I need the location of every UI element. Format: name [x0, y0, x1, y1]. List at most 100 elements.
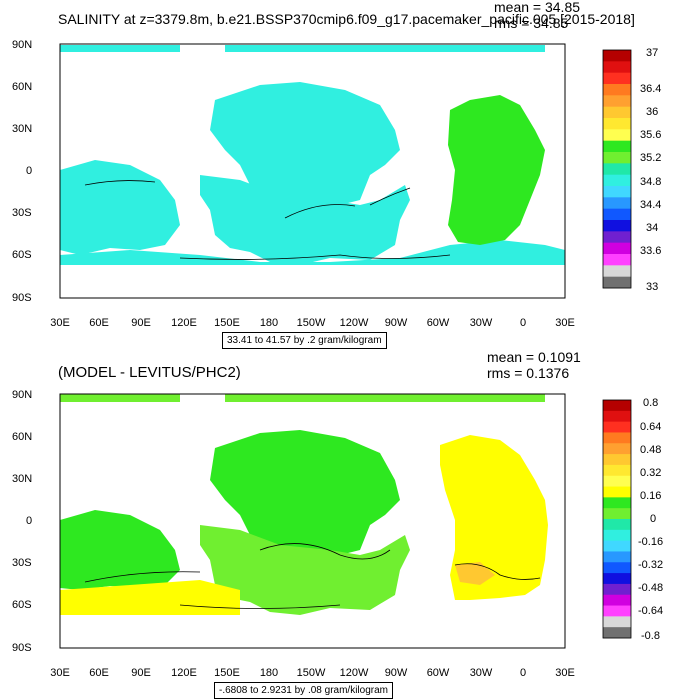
bottom-colorbar-cell	[603, 486, 631, 498]
bottom-colorbar-cell	[603, 508, 631, 520]
bottom-cb-label-1: 0.64	[640, 421, 661, 433]
bottom-colorbar-cell	[603, 519, 631, 531]
bottom-x-tick-11: 0	[520, 667, 526, 679]
bottom-x-tick-2: 90E	[131, 667, 151, 679]
top-x-tick-6: 150W	[297, 317, 326, 329]
top-y-tick-2: 30N	[12, 123, 32, 135]
top-cb-label-7: 34	[646, 222, 658, 234]
top-colorbar-labels: 37 36.4 36 35.6 35.2 34.8 34.4 34 33.6 3…	[640, 47, 661, 293]
bottom-colorbar-cell	[603, 454, 631, 466]
top-cb-label-4: 35.2	[640, 152, 661, 164]
top-ocean-field	[60, 45, 565, 265]
bottom-contour-3	[454, 563, 541, 580]
top-cb-label-9: 33	[646, 281, 658, 293]
top-indian-ocean	[60, 160, 180, 255]
bottom-colorbar-border	[602, 399, 632, 639]
bottom-arctic-ocean	[60, 394, 545, 402]
bottom-cb-label-10: -0.8	[641, 630, 660, 642]
top-colorbar-cell	[603, 84, 631, 96]
top-colorbar-cell	[603, 140, 631, 153]
top-southern-ocean	[60, 240, 565, 265]
top-y-tick-1: 60N	[12, 81, 32, 93]
top-colorbar-cell	[603, 276, 631, 289]
top-north-pacific	[210, 82, 400, 215]
bottom-colorbar-cell	[603, 605, 631, 617]
bottom-y-axis: 90N 60N 30N 0 30S 60S 90S	[12, 389, 32, 654]
top-y-axis: 90N 60N 30N 0 30S 60S 90S	[12, 39, 32, 304]
top-y-tick-5: 60S	[12, 249, 32, 261]
top-x-tick-0: 30E	[50, 317, 70, 329]
bottom-south-pacific	[200, 525, 410, 615]
top-colorbar-cell	[603, 186, 631, 198]
top-cb-label-6: 34.4	[640, 199, 661, 211]
bottom-x-tick-8: 90W	[385, 667, 408, 679]
top-cb-label-3: 35.6	[640, 129, 661, 141]
top-colorbar-cell	[603, 197, 631, 210]
top-x-tick-5: 180	[260, 317, 278, 329]
bottom-colorbar-cell	[603, 400, 631, 412]
top-y-tick-6: 90S	[12, 292, 32, 304]
bottom-ocean-field	[60, 394, 548, 615]
bottom-cb-label-6: -0.16	[638, 536, 663, 548]
top-colorbar-cell	[603, 118, 631, 130]
top-y-tick-4: 30S	[12, 207, 32, 219]
bottom-cb-label-2: 0.48	[640, 444, 661, 456]
bottom-colorbar-cell	[603, 464, 631, 477]
bottom-y-tick-4: 30S	[12, 557, 32, 569]
bottom-colorbar-cell	[603, 551, 631, 563]
top-arctic-ocean	[60, 45, 545, 52]
bottom-colorbar-cell	[603, 497, 631, 509]
top-x-tick-4: 150E	[214, 317, 240, 329]
top-colorbar-cell	[603, 163, 631, 176]
bottom-x-tick-1: 60E	[89, 667, 109, 679]
top-cb-label-8: 33.6	[640, 245, 661, 257]
bottom-x-tick-10: 30W	[470, 667, 493, 679]
top-x-tick-12: 30E	[555, 317, 575, 329]
bottom-colorbar-cell	[603, 540, 631, 552]
bottom-map-frame	[59, 393, 566, 649]
top-x-tick-1: 60E	[89, 317, 109, 329]
bottom-cb-label-3: 0.32	[640, 467, 661, 479]
top-x-tick-11: 0	[520, 317, 526, 329]
bottom-cb-label-0: 0.8	[643, 397, 658, 409]
bottom-contours	[84, 543, 541, 609]
top-contour-info: 33.41 to 41.57 by .2 gram/kilogram	[222, 332, 387, 349]
top-colorbar-cell	[603, 231, 631, 244]
bottom-cb-label-9: -0.64	[638, 605, 663, 617]
bottom-colorbar-cell	[603, 573, 631, 585]
bottom-cb-label-7: -0.32	[638, 559, 663, 571]
top-cb-label-1: 36.4	[640, 83, 661, 95]
bottom-colorbar-cell	[603, 421, 631, 433]
bottom-x-tick-12: 30E	[555, 667, 575, 679]
bottom-contour-4	[179, 604, 341, 609]
bottom-y-tick-5: 60S	[12, 599, 32, 611]
bottom-x-tick-5: 180	[260, 667, 278, 679]
bottom-north-pacific	[210, 430, 400, 565]
bottom-colorbar-labels: 0.8 0.64 0.48 0.32 0.16 0 -0.16 -0.32 -0…	[638, 397, 663, 642]
top-colorbar-cell	[603, 265, 631, 278]
top-y-tick-0: 90N	[12, 39, 32, 51]
top-colorbar-cell	[603, 129, 631, 142]
top-colorbar-cell	[603, 208, 631, 221]
top-cb-label-2: 36	[646, 106, 658, 118]
bottom-panel-title: (MODEL - LEVITUS/PHC2)	[58, 364, 241, 381]
bottom-indian-ocean	[60, 510, 180, 590]
top-rms-label: rms = 34.85	[494, 15, 569, 31]
bottom-x-tick-7: 120W	[340, 667, 369, 679]
top-colorbar-cell	[603, 220, 631, 232]
bottom-y-tick-2: 30N	[12, 473, 32, 485]
top-colorbar-cell	[603, 254, 631, 266]
top-colorbar-cell	[603, 174, 631, 187]
top-colorbar-cell	[603, 95, 631, 108]
bottom-colorbar-cell	[603, 594, 631, 606]
top-cb-label-0: 37	[646, 47, 658, 59]
bottom-colorbar-cell	[603, 410, 631, 423]
bottom-cb-label-4: 0.16	[640, 490, 661, 502]
bottom-y-tick-1: 60N	[12, 431, 32, 443]
top-map-frame	[59, 43, 566, 299]
top-plot-border	[59, 43, 566, 299]
bottom-contour-2	[259, 543, 391, 560]
top-x-tick-2: 90E	[131, 317, 151, 329]
top-colorbar-border	[602, 49, 632, 289]
bottom-x-axis: 30E 60E 90E 120E 150E 180 150W 120W 90W …	[50, 667, 575, 679]
